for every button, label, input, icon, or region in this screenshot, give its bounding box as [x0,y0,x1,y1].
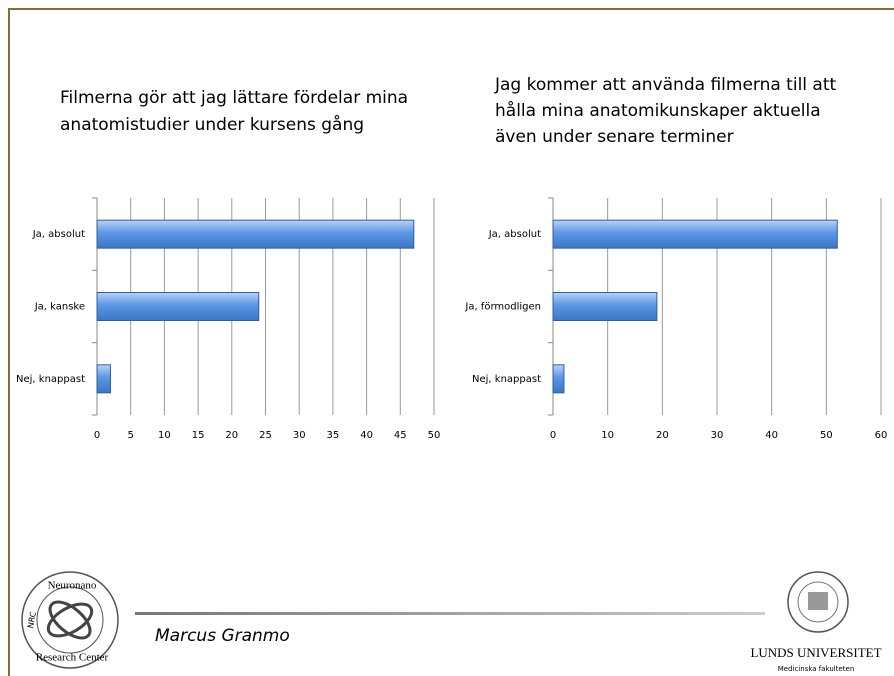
x-tick-label: 60 [875,430,888,441]
x-tick-label: 0 [550,430,556,441]
logo-top: Neuronano [48,580,97,592]
x-tick-label: 40 [360,430,373,441]
x-tick-label: 10 [601,430,614,441]
x-tick-label: 5 [128,430,134,441]
y-tick-label: Nej, knappast [472,374,541,385]
x-tick-label: 40 [765,430,778,441]
logo-bottom: Research Center [36,652,109,664]
x-tick-label: 25 [259,430,272,441]
bar [96,364,111,394]
x-tick-label: 45 [394,430,407,441]
y-tick-label: Nej, knappast [16,374,85,385]
chart-title: anatomistudier under kursens gång [60,114,364,135]
bar [96,219,415,249]
bar [96,292,260,321]
chart-title: även under senare terminer [495,127,734,147]
chart-title: Jag kommer att använda filmerna till att [494,75,837,95]
faculty: Medicinska fakulteten [778,665,855,673]
y-tick-label: Ja, förmodligen [464,302,541,313]
footer-line [135,612,765,615]
x-tick-label: 50 [820,430,833,441]
chart-title: hålla mina anatomikunskaper aktuella [495,100,821,121]
y-tick-label: Ja, absolut [32,229,85,240]
x-tick-label: 30 [293,430,306,441]
university: LUNDS UNIVERSITET [750,645,881,660]
bar [552,292,658,321]
nrc-logo: Neuronano Research Center NRC [21,571,119,669]
bar [552,219,838,249]
x-tick-label: 30 [711,430,724,441]
slide-border [8,8,894,676]
x-tick-label: 20 [656,430,669,441]
lund-logo [787,571,849,633]
author: Marcus Granmo [155,626,290,646]
logo-side: NRC [26,611,38,629]
bar [552,364,565,394]
y-tick-label: Ja, absolut [488,229,541,240]
y-tick-label: Ja, kanske [34,302,85,313]
x-tick-label: 15 [192,430,205,441]
x-tick-label: 35 [327,430,340,441]
x-tick-label: 10 [158,430,171,441]
x-tick-label: 20 [225,430,238,441]
chart-title: Filmerna gör att jag lättare fördelar mi… [60,88,408,108]
x-tick-label: 50 [428,430,441,441]
x-tick-label: 0 [94,430,100,441]
